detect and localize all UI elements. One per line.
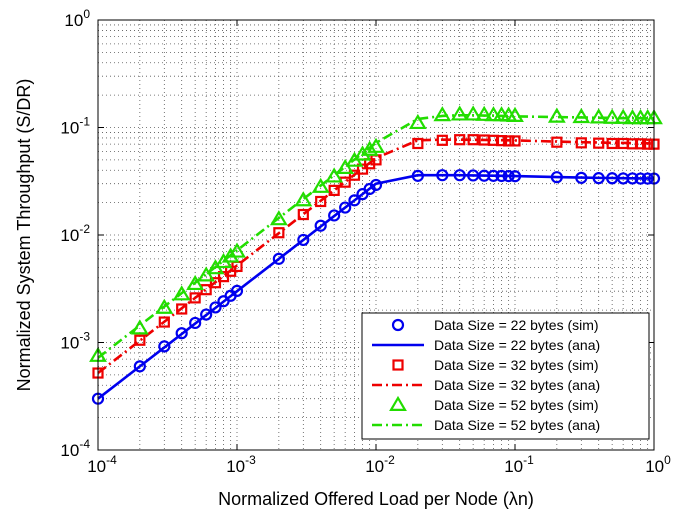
data-point [314, 219, 327, 232]
data-point [475, 105, 494, 121]
data-point [133, 360, 146, 373]
data-point [230, 284, 244, 297]
legend-marker-swatch [391, 318, 405, 332]
data-point [353, 145, 372, 161]
series-4 [97, 138, 655, 375]
series-line [97, 113, 654, 359]
data-point [209, 277, 222, 289]
data-point [328, 209, 341, 222]
data-point [360, 140, 379, 156]
data-point [189, 292, 201, 304]
y-tick-label: 10-3 [60, 330, 90, 353]
series-line [97, 138, 655, 375]
data-point [297, 208, 309, 221]
data-point [209, 301, 222, 314]
data-point [506, 106, 524, 122]
series-2 [97, 173, 654, 400]
legend-item: Data Size = 32 bytes (sim) [392, 357, 599, 373]
legend-label: Data Size = 22 bytes (ana) [434, 337, 600, 353]
data-point [272, 252, 285, 265]
x-tick-label: 10-2 [365, 453, 395, 476]
x-tick-label: 100 [645, 453, 671, 476]
legend-item: Data Size = 22 bytes (sim) [391, 317, 599, 333]
legend: Data Size = 22 bytes (sim) Data Size = 22… [361, 312, 650, 440]
data-point [155, 298, 174, 314]
legend-label: Data Size = 52 bytes (sim) [434, 397, 599, 413]
data-point [336, 158, 355, 175]
data-point [339, 201, 352, 214]
data-point [200, 308, 213, 321]
data-point [158, 340, 171, 353]
data-point [158, 316, 170, 328]
data-point [228, 242, 246, 258]
y-tick-label: 100 [64, 7, 90, 30]
axis-ticks: 10-4 10-3 10-2 10-1 100 10-4 10-3 10-2 10-1 100 [60, 7, 671, 476]
data-point [547, 107, 566, 123]
legend-item: Data Size = 52 bytes (ana) [372, 417, 600, 433]
legend-label: Data Size = 32 bytes (ana) [434, 377, 600, 393]
series-line [97, 173, 654, 400]
data-point [572, 107, 591, 124]
data-point [175, 327, 188, 340]
y-axis-title: Normalized System Throughput (S/DR) [14, 79, 34, 392]
data-point [325, 167, 344, 183]
y-tick-label: 10-2 [60, 222, 90, 245]
x-axis-title: Normalized Offered Load per Node (λn) [218, 489, 534, 509]
data-point [369, 178, 383, 192]
legend-box [361, 312, 650, 440]
data-point [433, 106, 452, 122]
y-tick-label: 10-4 [60, 437, 90, 460]
data-point [172, 285, 191, 301]
data-point [464, 105, 483, 121]
legend-marker-swatch [392, 359, 404, 371]
x-tick-label: 10-4 [87, 453, 117, 476]
grid [98, 20, 654, 450]
data-point [294, 191, 313, 207]
legend-item: Data Size = 32 bytes (ana) [372, 377, 600, 393]
legend-label: Data Size = 22 bytes (sim) [434, 317, 599, 333]
legend-item: Data Size = 22 bytes (ana) [372, 337, 600, 353]
data-point [328, 184, 340, 196]
data-point [348, 194, 361, 207]
data-point [311, 177, 330, 193]
data-point [348, 169, 361, 181]
data-point [197, 266, 216, 282]
data-point [589, 108, 608, 124]
series-6 [97, 113, 654, 359]
data-point [176, 303, 188, 315]
data-point [273, 227, 285, 239]
data-point [134, 334, 146, 346]
data-point [186, 274, 205, 291]
series-layer [89, 105, 663, 405]
legend-item: Data Size = 52 bytes (sim) [389, 395, 599, 413]
y-tick-label: 10-1 [60, 115, 90, 138]
x-tick-label: 10-3 [226, 453, 256, 476]
data-point [603, 108, 622, 124]
data-point [189, 316, 202, 330]
x-tick-label: 10-1 [504, 453, 534, 476]
data-point [412, 137, 424, 150]
data-point [450, 105, 469, 121]
legend-label: Data Size = 52 bytes (ana) [434, 417, 600, 433]
series-5 [89, 105, 663, 362]
data-point [269, 210, 288, 226]
data-point [297, 233, 310, 247]
legend-label: Data Size = 32 bytes (sim) [434, 357, 599, 373]
data-point [315, 195, 327, 208]
data-point [614, 108, 633, 124]
legend-marker-swatch [389, 395, 407, 411]
